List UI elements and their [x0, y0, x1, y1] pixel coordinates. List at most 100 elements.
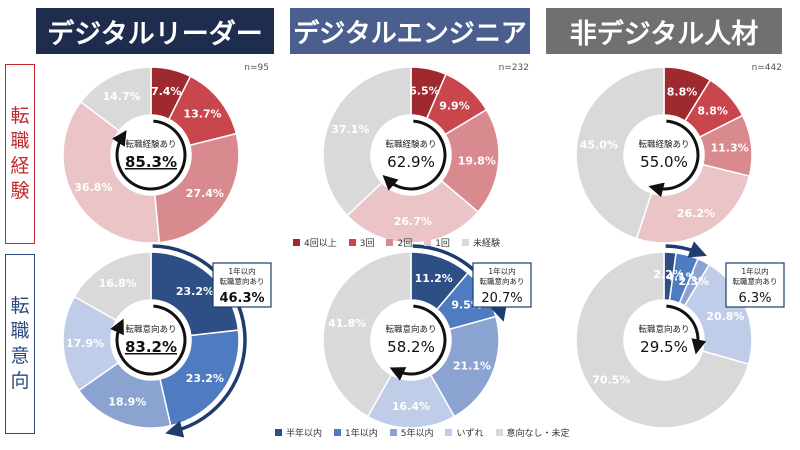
row-label-char: 転	[10, 295, 30, 317]
slice-label: 16.8%	[99, 277, 137, 290]
sample-size: n=95	[244, 63, 269, 73]
donut-intention-1: 11.2%9.5%21.1%16.4%41.8% 転職意向あり58.2%1年以内転…	[322, 244, 532, 429]
donut-slice	[440, 108, 500, 213]
row-label-char: 意	[10, 345, 30, 367]
donut-hole	[372, 301, 450, 379]
legend-experience: 4回以上 3回 2回 1回 未経験	[293, 236, 512, 249]
header-digital-leader: デジタルリーダー	[36, 8, 274, 54]
center-label: 転職経験あり	[125, 139, 176, 150]
row-label-char: 職	[10, 320, 30, 342]
donut-slice	[150, 251, 240, 337]
slice-label: 2.2%	[653, 268, 684, 281]
center-label: 転職経験あり	[638, 139, 689, 150]
intention-legend-item: 1年以内	[334, 426, 378, 439]
legend-swatch	[424, 239, 432, 246]
donut-experience-1: 6.5% 9.9% 19.8% 26.7% 37.1% 転職経験あり 62.9% n=232	[322, 63, 529, 244]
slice-label: 18.9%	[108, 396, 146, 409]
intention-legend-item: 意向なし・未定	[495, 426, 570, 439]
slice-label: 21.1%	[453, 359, 491, 372]
callout-label: 転職意向あり	[480, 276, 525, 286]
center-arrow	[666, 304, 707, 355]
slice-label: 23.2%	[176, 285, 214, 298]
intention-legend-item: 5年以内	[389, 426, 434, 439]
sample-size: n=232	[499, 63, 529, 73]
legend-swatch	[386, 239, 394, 246]
callout-value: 46.3%	[219, 291, 264, 306]
legend-label: 3回	[359, 239, 375, 249]
center-label: 転職経験あり	[385, 139, 436, 150]
slice-label: 11.3%	[711, 142, 749, 155]
center-arrow	[389, 304, 447, 381]
callout-label: 1年以内	[488, 266, 515, 276]
donut-intention-0: 23.2% 23.2% 18.9% 17.9% 16.8% 転職意向あり 83.2% 1年以内…	[62, 244, 272, 438]
donut-slice	[635, 163, 751, 244]
center-label: 転職意向あり	[125, 324, 176, 335]
callout-box	[472, 262, 532, 308]
legend-label: いずれ	[456, 429, 484, 439]
callout-label: 1年以内	[228, 266, 255, 276]
header-digital-engineer: デジタルエンジニア	[290, 8, 530, 54]
slice-label: 7.4%	[151, 85, 182, 98]
experience-legend-item: 未経験	[461, 236, 500, 249]
callout-box	[212, 262, 272, 308]
slice-label: 19.8%	[458, 154, 496, 167]
center-value: 62.9%	[387, 153, 435, 171]
callout-label: 転職意向あり	[220, 276, 265, 286]
center-value: 55.0%	[640, 153, 688, 171]
legend-intention: 半年以内 1年以内 5年以内 いずれ 意向なし・未定	[275, 426, 582, 439]
center-value: 85.3%	[125, 153, 177, 171]
slice-label: 11.2%	[415, 272, 453, 285]
intention-legend-item: いずれ	[445, 426, 484, 439]
center-value: 58.2%	[387, 338, 435, 356]
legend-label: 未経験	[472, 239, 500, 249]
callout-value: 20.7%	[481, 291, 522, 306]
row-label-char: 向	[10, 370, 30, 392]
callout-label: 転職意向あり	[733, 276, 778, 286]
legend-label: 5年以内	[400, 429, 434, 439]
callout-arc	[152, 244, 247, 438]
center-value: 83.2%	[125, 338, 177, 356]
legend-swatch	[445, 429, 453, 436]
slice-label: 37.1%	[331, 123, 369, 136]
donut-hole	[625, 116, 703, 194]
donut-slice	[62, 100, 161, 244]
slice-label: 70.5%	[592, 374, 630, 387]
row-label-char: 職	[10, 130, 30, 152]
row-label-intention: 転職意向	[5, 254, 35, 434]
callout-label: 1年以内	[741, 266, 768, 276]
donut-intention-2: 2.2%4.1%2.3% 20.8% 70.5% 転職意向あり 29.5% 1年以内転職意…	[575, 241, 785, 429]
slice-label: 26.7%	[394, 215, 432, 228]
slice-label: 27.4%	[186, 187, 224, 200]
donut-hole	[112, 301, 190, 379]
donut-slice	[575, 251, 750, 429]
legend-swatch	[495, 429, 503, 436]
donut-slice	[153, 132, 240, 244]
legend-label: 1回	[435, 239, 450, 249]
slice-label: 16.4%	[392, 400, 430, 413]
slice-label: 9.9%	[439, 99, 470, 112]
legend-swatch	[348, 239, 356, 246]
legend-swatch	[293, 239, 300, 246]
slice-label: 45.0%	[580, 139, 618, 152]
experience-legend-item: 2回	[386, 236, 412, 249]
callout-value: 6.3%	[738, 291, 771, 306]
slice-label: 8.8%	[697, 104, 728, 117]
slice-label: 14.7%	[103, 90, 141, 103]
experience-legend-item: 4回以上	[293, 236, 337, 249]
slice-label: 41.8%	[328, 317, 366, 330]
legend-label: 2回	[397, 239, 413, 249]
slice-label: 6.5%	[409, 84, 440, 97]
slice-label: 4.1%	[666, 270, 697, 283]
legend-label: 半年以内	[286, 429, 323, 439]
legend-swatch	[389, 429, 397, 436]
callout-box	[725, 262, 785, 308]
center-label: 転職意向あり	[638, 324, 689, 335]
donut-slice	[346, 179, 480, 244]
donut-experience-2: 8.8% 8.8% 11.3% 26.2% 45.0% 転職経験あり 55.0% n=442	[575, 63, 782, 244]
header-non-digital: 非デジタル人材	[546, 8, 782, 54]
legend-swatch	[334, 429, 342, 436]
slice-label: 36.8%	[74, 181, 112, 194]
legend-swatch	[461, 239, 469, 246]
donut-hole	[372, 116, 450, 194]
intention-legend-item: 半年以内	[275, 426, 322, 439]
